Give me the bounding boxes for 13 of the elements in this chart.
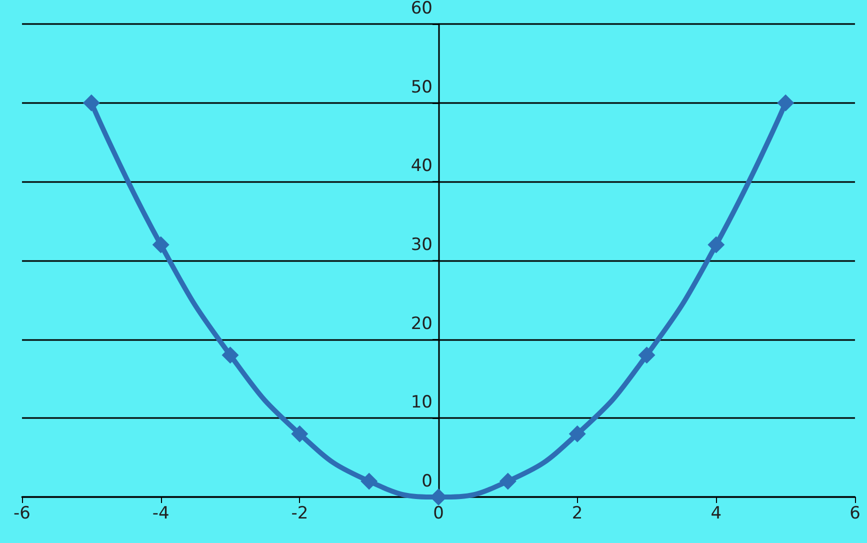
x-tick-label: -2 bbox=[291, 504, 308, 524]
y-tick-label: 50 bbox=[410, 77, 432, 98]
y-tick-label: 60 bbox=[410, 0, 432, 18]
y-tick-label: 30 bbox=[410, 235, 432, 255]
y-tick-label: 40 bbox=[410, 156, 432, 176]
x-tick-label: 4 bbox=[710, 504, 722, 524]
x-tick-label: 2 bbox=[572, 504, 583, 524]
x-tick-label: 6 bbox=[850, 504, 860, 524]
y-tick-label: 0 bbox=[422, 472, 432, 492]
x-tick-label: -6 bbox=[14, 504, 30, 524]
x-tick-label: -4 bbox=[152, 504, 170, 524]
y-tick-label: 10 bbox=[410, 392, 432, 413]
y-tick-label: 20 bbox=[410, 314, 432, 334]
